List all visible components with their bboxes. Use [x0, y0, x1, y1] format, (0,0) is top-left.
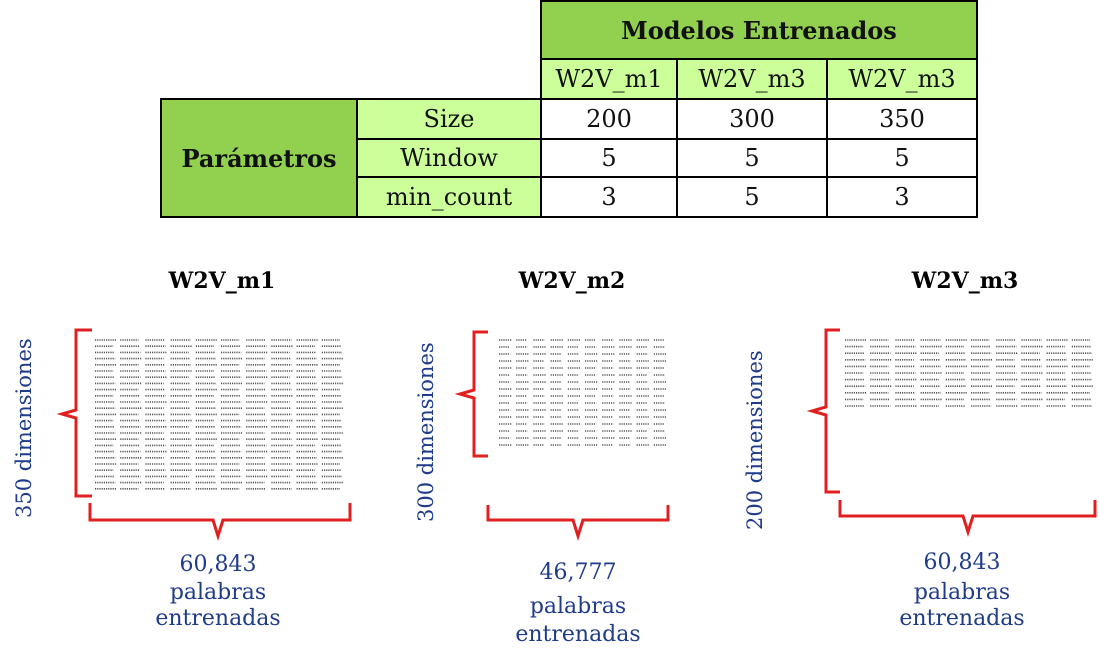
parameters-label: Parámetros: [160, 98, 358, 218]
words-label: entrenadas: [515, 622, 641, 647]
column-header: W2V_m1: [540, 58, 678, 100]
vertical-bracket: [454, 330, 488, 458]
words-label: entrenadas: [899, 606, 1025, 631]
parameters-table: Modelos Entrenados W2V_m1 W2V_m3 W2V_m3 …: [160, 0, 978, 218]
words-label: palabras: [913, 580, 1011, 605]
table-cell: 350: [826, 98, 978, 140]
table-cell: 3: [826, 176, 978, 218]
model-title: W2V_m1: [168, 268, 276, 294]
row-label: min_count: [356, 176, 542, 218]
table-cell: 3: [540, 176, 678, 218]
table-cell: 300: [676, 98, 828, 140]
table-cell: 5: [826, 138, 978, 178]
table-cell: 5: [676, 138, 828, 178]
embedding-matrix: [95, 339, 343, 490]
model-title: W2V_m2: [518, 268, 626, 294]
horizontal-bracket: [838, 500, 1097, 538]
model-title: W2V_m3: [911, 268, 1019, 294]
table-cell: 5: [540, 138, 678, 178]
models-header: Modelos Entrenados: [540, 0, 978, 60]
vertical-bracket: [806, 328, 840, 494]
horizontal-bracket: [486, 505, 670, 542]
column-header: W2V_m3: [676, 58, 828, 100]
words-count: 60,843: [923, 550, 1001, 575]
embedding-matrix: [499, 339, 667, 446]
words-count: 60,843: [179, 552, 257, 577]
words-label: palabras: [169, 580, 267, 605]
embedding-matrix: [845, 339, 1093, 407]
table-cell: 200: [540, 98, 678, 140]
words-label: entrenadas: [155, 606, 281, 631]
words-label: palabras: [529, 594, 627, 619]
table-cell: 5: [676, 176, 828, 218]
words-count: 46,777: [539, 560, 617, 585]
column-header: W2V_m3: [826, 58, 978, 100]
horizontal-bracket: [88, 503, 352, 542]
row-label: Size: [356, 98, 542, 140]
vertical-bracket: [56, 328, 92, 498]
row-label: Window: [356, 138, 542, 178]
